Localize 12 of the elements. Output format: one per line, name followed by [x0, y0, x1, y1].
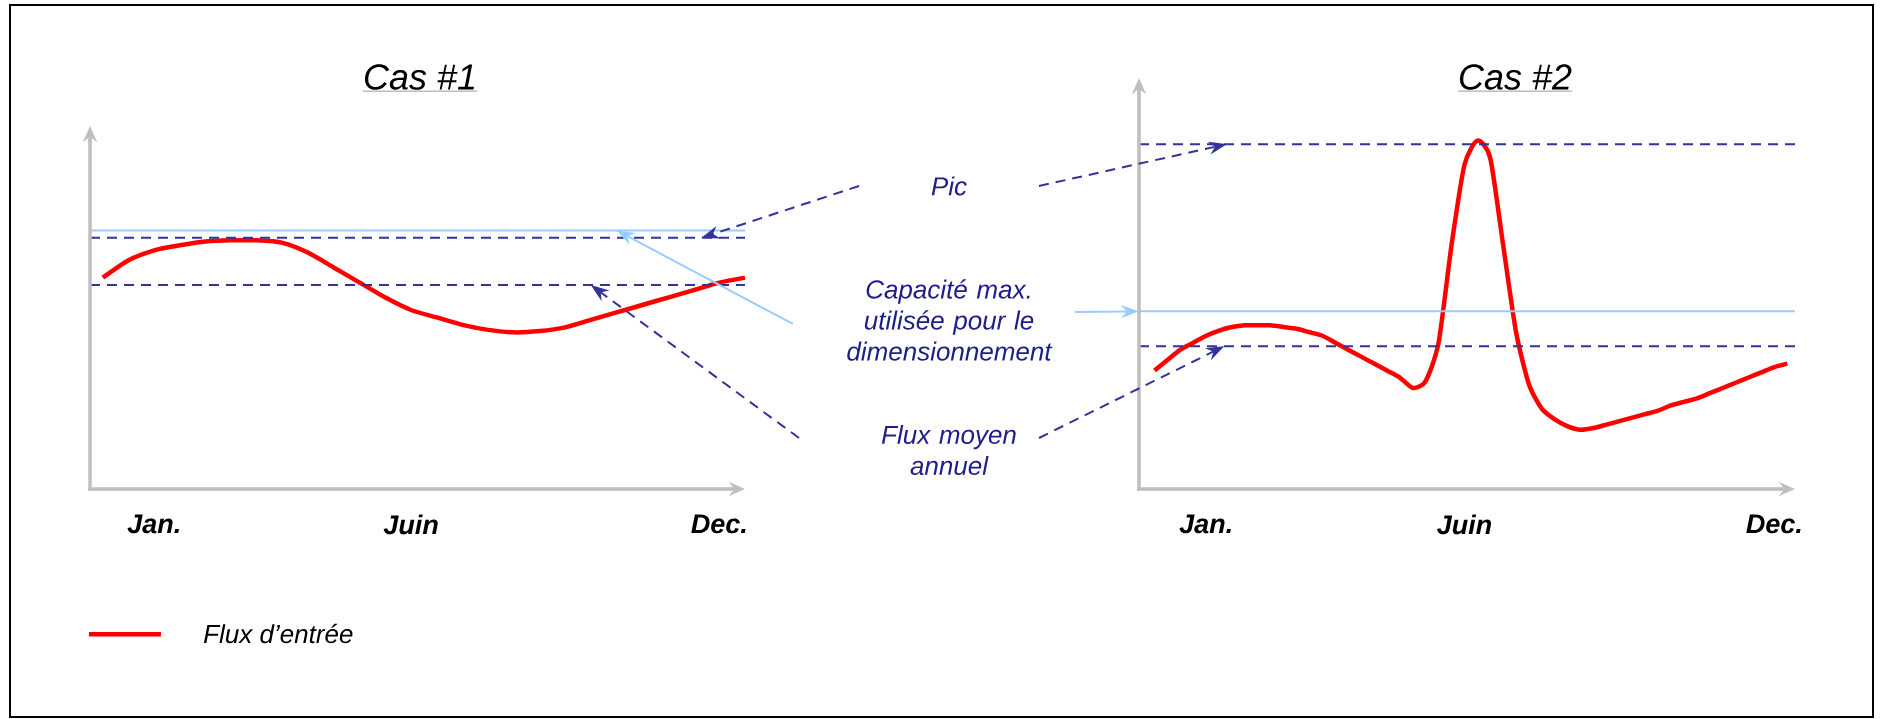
x-tick-label: Juin [1437, 514, 1492, 535]
text: Capacité max. utilisée pour le dimensionnement [847, 279, 1053, 361]
text: Flux moyen annuel [881, 424, 1016, 476]
chart-title: Cas #1 [364, 64, 474, 90]
x-tick-label: Dec. [1746, 514, 1801, 534]
text: Pic [931, 176, 967, 196]
chart-title: Cas #2 [1459, 64, 1572, 90]
legend-label: Flux d’entrée [203, 623, 353, 644]
x-tick-label: Jan. [127, 514, 179, 534]
x-tick-label: Dec. [691, 514, 746, 534]
x-tick-label: Juin [383, 514, 438, 535]
x-tick-label: Jan. [1179, 514, 1231, 534]
